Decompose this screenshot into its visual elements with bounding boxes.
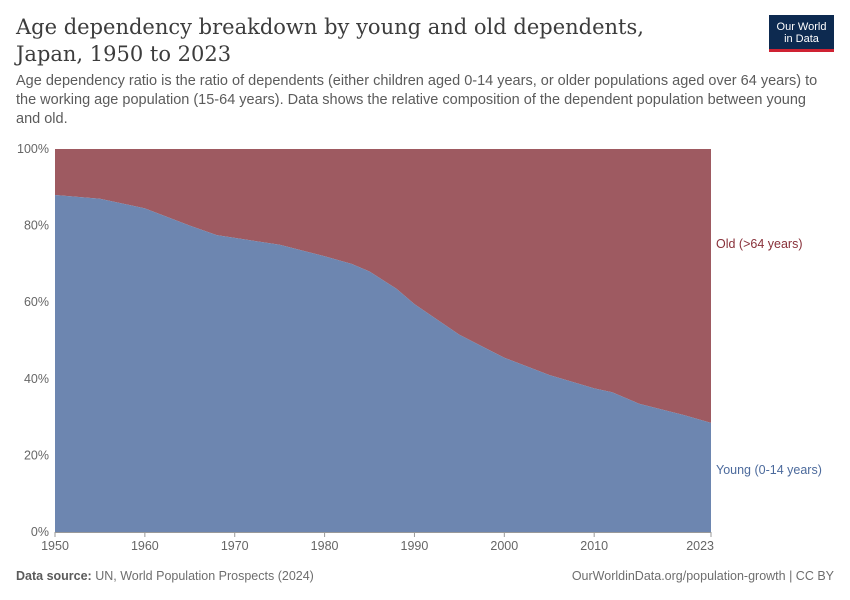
footer-credit[interactable]: OurWorldinData.org/population-growth | C… bbox=[571, 569, 834, 583]
logo-line-2: in Data bbox=[784, 33, 819, 45]
data-source-text: UN, World Population Prospects (2024) bbox=[95, 569, 314, 583]
legend-label-old[interactable]: Old (>64 years) bbox=[716, 237, 803, 251]
data-source-label: Data source: bbox=[16, 569, 92, 583]
x-tick-label: 1970 bbox=[221, 539, 249, 553]
y-tick-label: 80% bbox=[24, 219, 49, 233]
x-tick-label: 1980 bbox=[311, 539, 339, 553]
x-tick-label: 1960 bbox=[131, 539, 159, 553]
x-tick-label: 2000 bbox=[490, 539, 518, 553]
y-tick-label: 0% bbox=[31, 525, 49, 539]
y-tick-label: 20% bbox=[24, 448, 49, 462]
y-tick-label: 60% bbox=[24, 295, 49, 309]
legend-label-young[interactable]: Young (0-14 years) bbox=[716, 463, 822, 477]
chart-subtitle: Age dependency ratio is the ratio of dep… bbox=[16, 73, 818, 127]
series-area-old[interactable] bbox=[55, 149, 711, 423]
owid-logo[interactable]: Our World in Data bbox=[769, 15, 834, 52]
chart-title: Age dependency breakdown by young and ol… bbox=[16, 15, 644, 66]
series-area-young[interactable] bbox=[55, 194, 711, 532]
logo-line-1: Our World bbox=[776, 21, 827, 33]
x-tick-label: 1990 bbox=[401, 539, 429, 553]
x-tick-label: 1950 bbox=[41, 539, 69, 553]
x-tick-label: 2010 bbox=[580, 539, 608, 553]
y-tick-label: 100% bbox=[17, 142, 49, 156]
y-tick-label: 40% bbox=[24, 372, 49, 386]
x-tick-label: 2023 bbox=[686, 539, 714, 553]
data-source: Data source: UN, World Population Prospe… bbox=[16, 569, 314, 583]
